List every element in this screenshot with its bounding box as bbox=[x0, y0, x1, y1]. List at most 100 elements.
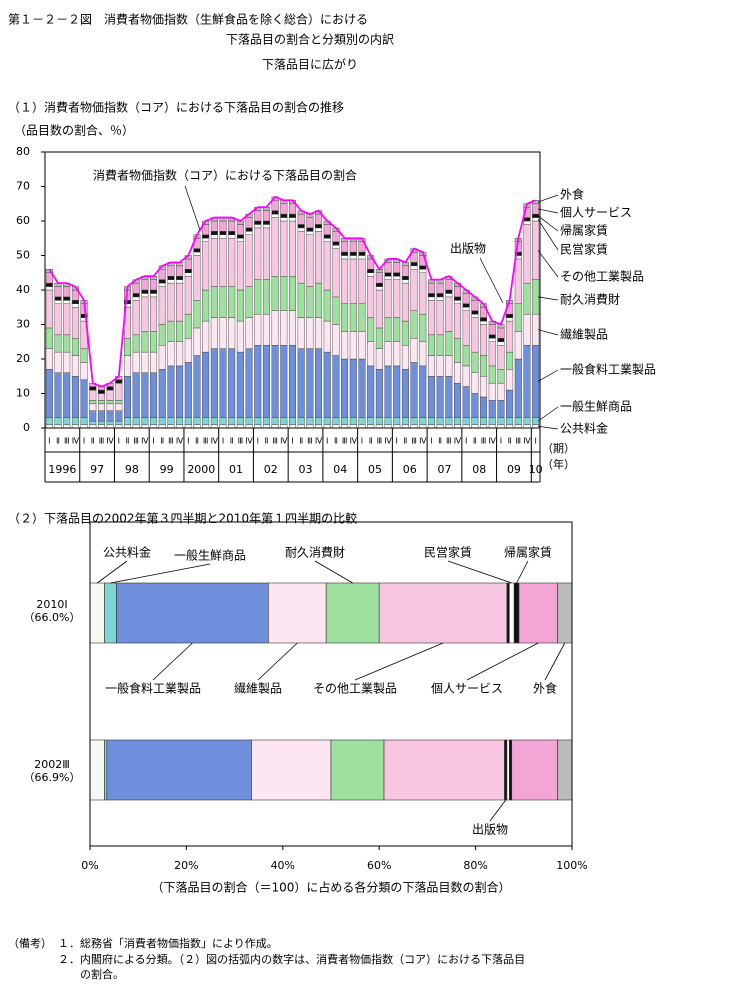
bar-segment bbox=[63, 286, 71, 298]
bar-segment bbox=[158, 282, 166, 287]
bar-segment bbox=[462, 307, 470, 311]
bar-segment bbox=[262, 224, 270, 229]
bar-segment bbox=[150, 279, 158, 291]
bar-segment bbox=[393, 317, 401, 342]
bar-segment bbox=[106, 400, 114, 405]
bar-segment bbox=[228, 220, 236, 232]
bar-segment bbox=[106, 389, 114, 401]
bar-segment bbox=[236, 241, 244, 291]
x-tick-label: Ⅳ bbox=[489, 437, 497, 446]
y-tick-label: 2010Ⅰ bbox=[36, 598, 67, 611]
note: ２．内閣府による分類。（２）図の括弧内の数字は、消費者物価指数（コア）における下… bbox=[58, 952, 525, 966]
bar-segment bbox=[330, 739, 385, 801]
x-tick-label: Ⅰ bbox=[291, 437, 293, 446]
bar-segment bbox=[393, 262, 401, 273]
bar-segment bbox=[150, 417, 158, 425]
bar-segment bbox=[176, 282, 184, 322]
bar-segment bbox=[401, 417, 409, 425]
bar-segment bbox=[471, 417, 479, 425]
x-tick-label: Ⅰ bbox=[534, 437, 536, 446]
bar-segment bbox=[123, 417, 131, 425]
x-tick-label: Ⅲ bbox=[238, 437, 244, 446]
bar-segment bbox=[393, 276, 401, 280]
bar-segment bbox=[358, 331, 366, 360]
bar-segment bbox=[332, 241, 340, 246]
bar-segment bbox=[306, 231, 314, 236]
bar-segment bbox=[45, 417, 53, 425]
bar-segment bbox=[167, 279, 175, 284]
bar-segment bbox=[132, 300, 140, 336]
x-tick-label: 40% bbox=[271, 859, 295, 872]
bar-segment bbox=[262, 210, 270, 222]
x-tick-label: Ⅰ bbox=[222, 437, 224, 446]
bar-segment bbox=[427, 334, 435, 356]
bar-segment bbox=[462, 424, 470, 429]
bar-segment bbox=[341, 258, 349, 305]
bar-segment bbox=[427, 424, 435, 429]
segment-label: 民営家賃 bbox=[424, 545, 472, 560]
legend-leader bbox=[537, 219, 559, 251]
segment-label: 外食 bbox=[533, 681, 557, 696]
bar-segment bbox=[480, 417, 488, 425]
bar-segment bbox=[89, 386, 97, 391]
x-tick-label: Ⅳ bbox=[106, 437, 114, 446]
bar-segment bbox=[123, 424, 131, 429]
bar-segment bbox=[315, 213, 323, 225]
bar-segment bbox=[202, 417, 210, 425]
bar-segment bbox=[158, 324, 166, 346]
bar-segment bbox=[236, 234, 244, 239]
x-tick-label: Ⅱ bbox=[126, 437, 130, 446]
bar-segment bbox=[297, 348, 305, 418]
legend-leader bbox=[537, 296, 559, 301]
bar-segment bbox=[383, 739, 505, 801]
bar-segment bbox=[427, 296, 435, 301]
bar-segment bbox=[506, 417, 514, 425]
x-tick-label: 20% bbox=[174, 859, 198, 872]
bar-segment bbox=[393, 424, 401, 429]
bar-segment bbox=[45, 289, 53, 329]
bar-segment bbox=[367, 269, 375, 273]
segment-leader bbox=[152, 642, 193, 681]
bar-segment bbox=[367, 317, 375, 342]
bar-segment bbox=[384, 262, 392, 273]
legend-label: 耐久消費財 bbox=[560, 292, 620, 307]
bar-segment bbox=[271, 276, 279, 311]
legend-label: 外食 bbox=[560, 187, 584, 202]
bar-segment bbox=[297, 417, 305, 425]
bar-segment bbox=[202, 320, 210, 353]
bar-segment bbox=[532, 220, 540, 280]
bar-segment bbox=[289, 345, 297, 418]
x-axis-label: （下落品目の割合（＝100）に占める各分類の下落品目数の割合） bbox=[152, 880, 511, 895]
bar-segment bbox=[80, 379, 88, 418]
bar-segment bbox=[193, 248, 201, 253]
bar-segment bbox=[219, 234, 227, 239]
bar-segment bbox=[193, 327, 201, 356]
bar-segment bbox=[176, 365, 184, 418]
x-tick-label: Ⅳ bbox=[419, 437, 427, 446]
bar-segment bbox=[488, 341, 496, 367]
bar-segment bbox=[158, 369, 166, 418]
bar-segment bbox=[349, 424, 357, 429]
bar-segment bbox=[193, 300, 201, 329]
bar-segment bbox=[375, 289, 383, 329]
bar-segment bbox=[236, 238, 244, 242]
bar-segment bbox=[262, 424, 270, 429]
x-tick-label: Ⅲ bbox=[446, 437, 452, 446]
bar-segment bbox=[419, 272, 427, 315]
segment-leader bbox=[96, 560, 128, 584]
x-tick-label: Ⅰ bbox=[48, 437, 50, 446]
bar-segment bbox=[532, 217, 540, 222]
note: の割合。 bbox=[80, 967, 124, 981]
x-group-label: 02 bbox=[264, 463, 278, 476]
annotation: 出版物 bbox=[450, 242, 486, 256]
x-group-label: 01 bbox=[229, 463, 243, 476]
bar-segment bbox=[89, 410, 97, 422]
legend-label: 民営家賃 bbox=[560, 242, 608, 257]
segment-label: 出版物 bbox=[472, 823, 508, 837]
bar-segment bbox=[349, 251, 357, 256]
bar-segment bbox=[506, 313, 514, 318]
bar-segment bbox=[419, 365, 427, 418]
x-tick-label: 100% bbox=[556, 859, 587, 872]
bar-segment bbox=[202, 351, 210, 418]
